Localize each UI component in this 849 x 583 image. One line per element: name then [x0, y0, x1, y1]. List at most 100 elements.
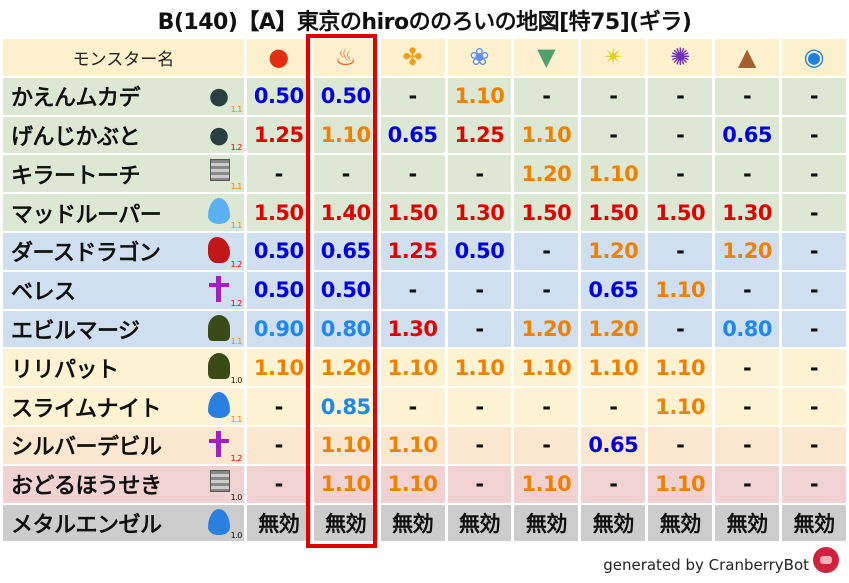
resistance-value: 0.50 — [313, 77, 378, 115]
resistance-value: - — [782, 310, 846, 348]
monster-name-cell: リリパット 1.0 — [3, 349, 244, 387]
monster-name: リリパット — [11, 357, 119, 383]
resistance-value: - — [447, 155, 512, 193]
water-drop-icon — [207, 198, 230, 225]
resistance-value: - — [514, 77, 579, 115]
resistance-value: 1.25 — [447, 116, 512, 154]
table-row: シルバーデビル 1.2-1.10 1.10- -0.65- - - — [3, 426, 846, 464]
table-row: ベレス 1.2 0.50 0.50- - -0.65 1.10- - — [3, 271, 846, 309]
resistance-value: - — [782, 349, 846, 387]
zombie-icon — [207, 314, 230, 341]
resistance-value: 無効 — [313, 504, 378, 542]
monster-level: 1.1 — [230, 182, 243, 192]
resistance-value: - — [648, 426, 713, 464]
monster-name-cell: メタルエンゼル 1.0 — [3, 504, 244, 542]
monster-level: 1.1 — [230, 414, 243, 424]
resistance-value: 1.10 — [313, 426, 378, 464]
resistance-value: 1.10 — [313, 116, 378, 154]
resistance-value: - — [715, 426, 780, 464]
resistance-value: 1.20 — [514, 155, 579, 193]
resistance-value: 1.30 — [715, 194, 780, 231]
resistance-value: - — [782, 388, 846, 425]
resistance-value: - — [246, 426, 311, 464]
table-row: マッドルーパー 1.1 1.50 1.40 1.50 1.30 1.50 1.50 1.50 1.… — [3, 194, 846, 231]
header-element-5: ▼ — [514, 39, 579, 76]
resistance-value: - — [581, 465, 646, 503]
header-row: モンスター名 ● ♨ ✤ ❀ ▼ ✴ ✺ ▲ ◉ — [3, 39, 846, 76]
resistance-value: 1.20 — [581, 310, 646, 348]
resistance-value: 無効 — [246, 504, 311, 542]
table-row: スライムナイト 1.1-0.85- - - -1.10- - — [3, 388, 846, 425]
monster-level: 1.1 — [230, 220, 243, 230]
resistance-value: 1.10 — [581, 155, 646, 193]
monster-name: キラートーチ — [11, 163, 141, 189]
table-row: キラートーチ 1.1- - - -1.20 1.10- - - — [3, 155, 846, 193]
table-row: ダースドラゴン 1.2 0.50 0.65 1.25 0.50-1.20-1.20- — [3, 232, 846, 270]
header-element-3: ✤ — [380, 39, 445, 76]
resistance-value: 1.25 — [380, 232, 445, 270]
slime-icon — [207, 508, 230, 535]
header-element-2: ♨ — [313, 39, 378, 76]
resistance-value: - — [715, 465, 780, 503]
resistance-value: 0.50 — [246, 77, 311, 115]
resistance-value: - — [514, 271, 579, 309]
resistance-value: 無効 — [782, 504, 846, 542]
resistance-value: - — [782, 271, 846, 309]
monster-name: おどるほうせき — [11, 474, 162, 500]
resistance-value: 0.90 — [246, 310, 311, 348]
resistance-value: 1.25 — [246, 116, 311, 154]
resistance-value: - — [380, 77, 445, 115]
resistance-value: - — [782, 426, 846, 464]
resistance-value: - — [581, 116, 646, 154]
table-row: げんじかぶと 1.2 1.25 1.10 0.65 1.25 1.10- -0.65- — [3, 116, 846, 154]
resistance-value: 1.10 — [447, 349, 512, 387]
resistance-value: 1.10 — [246, 349, 311, 387]
resistance-value: 0.65 — [581, 271, 646, 309]
monster-name: かえんムカデ — [11, 86, 141, 112]
zombie-icon — [207, 353, 230, 380]
resistance-value: 1.10 — [648, 388, 713, 425]
resistance-value: - — [447, 465, 512, 503]
resistance-value: - — [648, 116, 713, 154]
resistance-value: 1.10 — [380, 349, 445, 387]
resistance-value: - — [514, 426, 579, 464]
resistance-value: - — [447, 310, 512, 348]
resistance-value: 無効 — [715, 504, 780, 542]
header-element-8: ▲ — [715, 39, 780, 76]
fireball-icon: ● — [268, 43, 290, 72]
footer-credit: generated by CranberryBot — [603, 556, 809, 574]
monster-level: 1.0 — [230, 376, 243, 386]
monster-name-cell: スライムナイト 1.1 — [3, 388, 244, 425]
table-row: メタルエンゼル 1.0 無効 無効 無効 無効 無効 無効 無効 無効 無効 — [3, 504, 846, 542]
resistance-value: 0.85 — [313, 388, 378, 425]
resistance-value: 1.10 — [380, 465, 445, 503]
header-element-9: ◉ — [782, 39, 846, 76]
table-row: エビルマージ 1.1 0.90 0.80 1.30-1.20 1.20-0.80- — [3, 310, 846, 348]
resistance-value: - — [447, 388, 512, 425]
resistance-value: 1.10 — [514, 465, 579, 503]
resistance-value: - — [782, 77, 846, 115]
monster-name-cell: シルバーデビル 1.2 — [3, 426, 244, 464]
dark-icon: ✺ — [670, 43, 691, 72]
monster-name-cell: おどるほうせき 1.0 — [3, 465, 244, 503]
resistance-value: - — [514, 388, 579, 425]
resistance-value: - — [514, 232, 579, 270]
light-icon: ✴ — [603, 43, 624, 72]
resistance-value: - — [246, 388, 311, 425]
resistance-value: 1.20 — [581, 232, 646, 270]
resistance-value: - — [648, 232, 713, 270]
resistance-value: 1.10 — [313, 465, 378, 503]
resistance-value: - — [313, 155, 378, 193]
bug-icon — [207, 81, 230, 108]
resistance-value: 0.50 — [246, 232, 311, 270]
monster-level: 1.1 — [230, 104, 243, 114]
monster-name: メタルエンゼル — [11, 512, 162, 538]
page-title: B(140)【A】東京のhiroののろいの地図[特75](ギラ) — [157, 10, 692, 35]
resistance-value: - — [581, 77, 646, 115]
monster-name-cell: キラートーチ 1.1 — [3, 155, 244, 193]
resistance-value: 1.10 — [648, 271, 713, 309]
dragon-icon — [207, 236, 230, 263]
resistance-value: - — [380, 155, 445, 193]
table-row: リリパット 1.0 1.10 1.20 1.10 1.10 1.10 1.10 1.10- - — [3, 349, 846, 387]
resistance-value: 1.10 — [447, 77, 512, 115]
